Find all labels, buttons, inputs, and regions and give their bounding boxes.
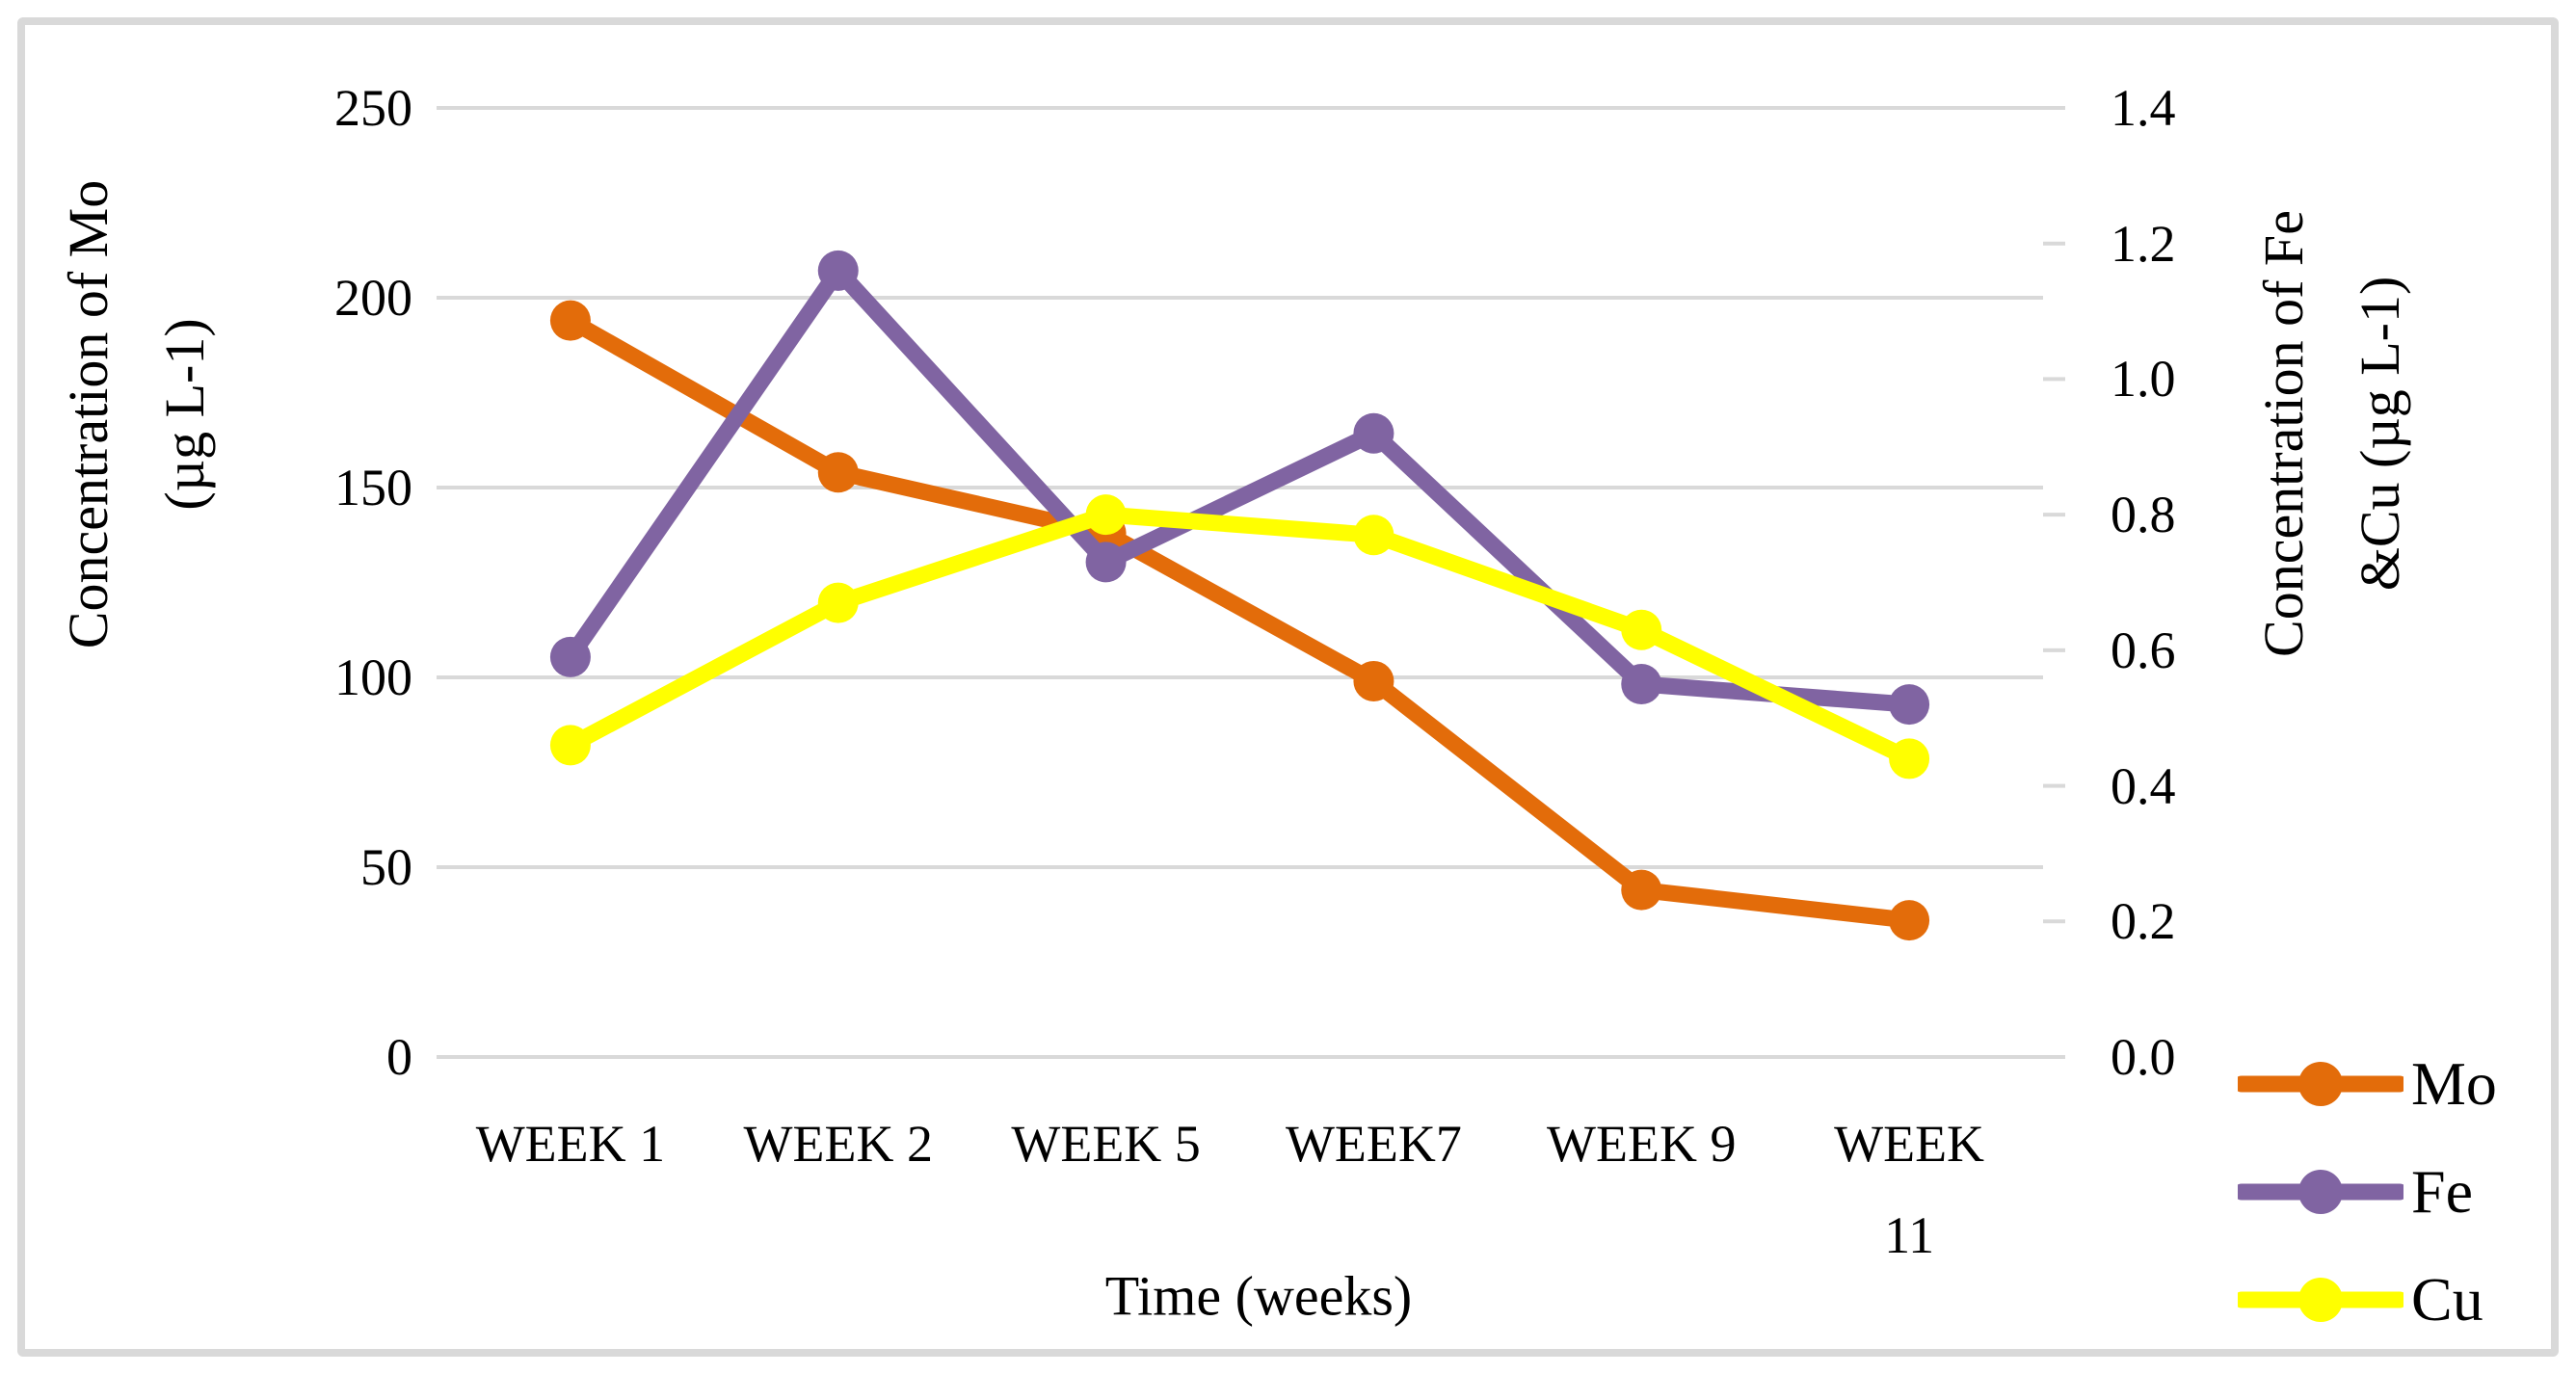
series-Cu-marker xyxy=(1353,515,1394,556)
x-axis-label: WEEK 9 xyxy=(1547,1115,1737,1173)
legend-item-cu: Cu xyxy=(2238,1265,2497,1334)
y-left-tick-label: 150 xyxy=(334,459,412,516)
series-Mo-line xyxy=(562,312,1918,929)
legend: Mo Fe Cu xyxy=(2238,1049,2497,1334)
legend-label-fe: Fe xyxy=(2411,1157,2473,1226)
series-Cu-marker xyxy=(817,582,859,623)
y-left-tick-label: 200 xyxy=(334,269,412,327)
y-left-axis-title-line2: (µg L-1) xyxy=(153,318,216,511)
series-Mo-marker xyxy=(1353,660,1394,701)
x-axis-title: Time (weeks) xyxy=(1104,1264,1413,1328)
series-Fe-marker xyxy=(1353,412,1394,454)
series-Fe-marker xyxy=(1621,664,1662,705)
series-Cu-marker xyxy=(1621,609,1662,650)
series-Cu-marker xyxy=(549,725,591,766)
series-Fe-marker xyxy=(817,250,859,291)
legend-item-mo: Mo xyxy=(2238,1049,2497,1119)
legend-label-cu: Cu xyxy=(2411,1265,2483,1334)
y-right-tick-label: 0.0 xyxy=(2111,1028,2176,1086)
x-axis-label: WEEK 11 xyxy=(1834,1115,1985,1264)
y-left-tick-label: 100 xyxy=(334,648,412,706)
series-Cu-line xyxy=(562,506,1918,767)
series-Mo-marker xyxy=(817,452,859,493)
y-right-axis-title: Concentration of Fe &Cu (µg L-1) xyxy=(2236,0,2429,1012)
y-right-axis-title-line1: Concentration of Fe xyxy=(2252,210,2315,657)
x-axis-label: WEEK 2 xyxy=(743,1115,933,1173)
legend-marker-cu-icon xyxy=(2238,1278,2403,1322)
series-Mo-marker xyxy=(1621,869,1662,911)
y-right-tick-label: 1.2 xyxy=(2111,214,2176,273)
series-Fe-marker xyxy=(1085,542,1127,583)
series-Mo-marker xyxy=(549,300,591,341)
y-left-tick-label: 50 xyxy=(360,838,412,896)
legend-marker-fe-icon xyxy=(2238,1170,2403,1214)
y-right-tick-label: 1.4 xyxy=(2111,79,2176,137)
y-right-tick-label: 1.0 xyxy=(2111,350,2176,409)
series-Fe-line xyxy=(562,262,1918,713)
right-axis-ticks-group xyxy=(2043,106,2065,1059)
y-right-tick-label: 0.8 xyxy=(2111,486,2176,544)
series-Mo-marker xyxy=(1889,900,1930,941)
x-axis-label: WEEK 5 xyxy=(1011,1115,1201,1173)
y-right-tick-label: 0.6 xyxy=(2111,621,2176,679)
y-right-axis-title-line2: &Cu (µg L-1) xyxy=(2349,276,2411,592)
y-left-axis-title: Concentration of Mo (µg L-1) xyxy=(40,0,233,992)
series-Cu-marker xyxy=(1085,494,1127,536)
x-axis-label: WEEK7 xyxy=(1285,1115,1462,1173)
y-right-tick-label: 0.4 xyxy=(2111,756,2176,815)
legend-item-fe: Fe xyxy=(2238,1157,2497,1227)
series-group xyxy=(549,250,1930,941)
legend-label-mo: Mo xyxy=(2411,1049,2497,1118)
y-left-axis-title-line1: Concentration of Mo xyxy=(57,179,120,649)
y-left-tick-label: 250 xyxy=(334,79,412,137)
y-left-tick-label: 0 xyxy=(386,1028,412,1086)
x-axis-label: WEEK 1 xyxy=(475,1115,666,1173)
series-Fe-marker xyxy=(549,636,591,677)
series-Cu-marker xyxy=(1889,738,1930,779)
y-right-tick-label: 0.2 xyxy=(2111,892,2176,951)
legend-marker-mo-icon xyxy=(2238,1062,2403,1106)
series-Fe-marker xyxy=(1889,684,1930,726)
